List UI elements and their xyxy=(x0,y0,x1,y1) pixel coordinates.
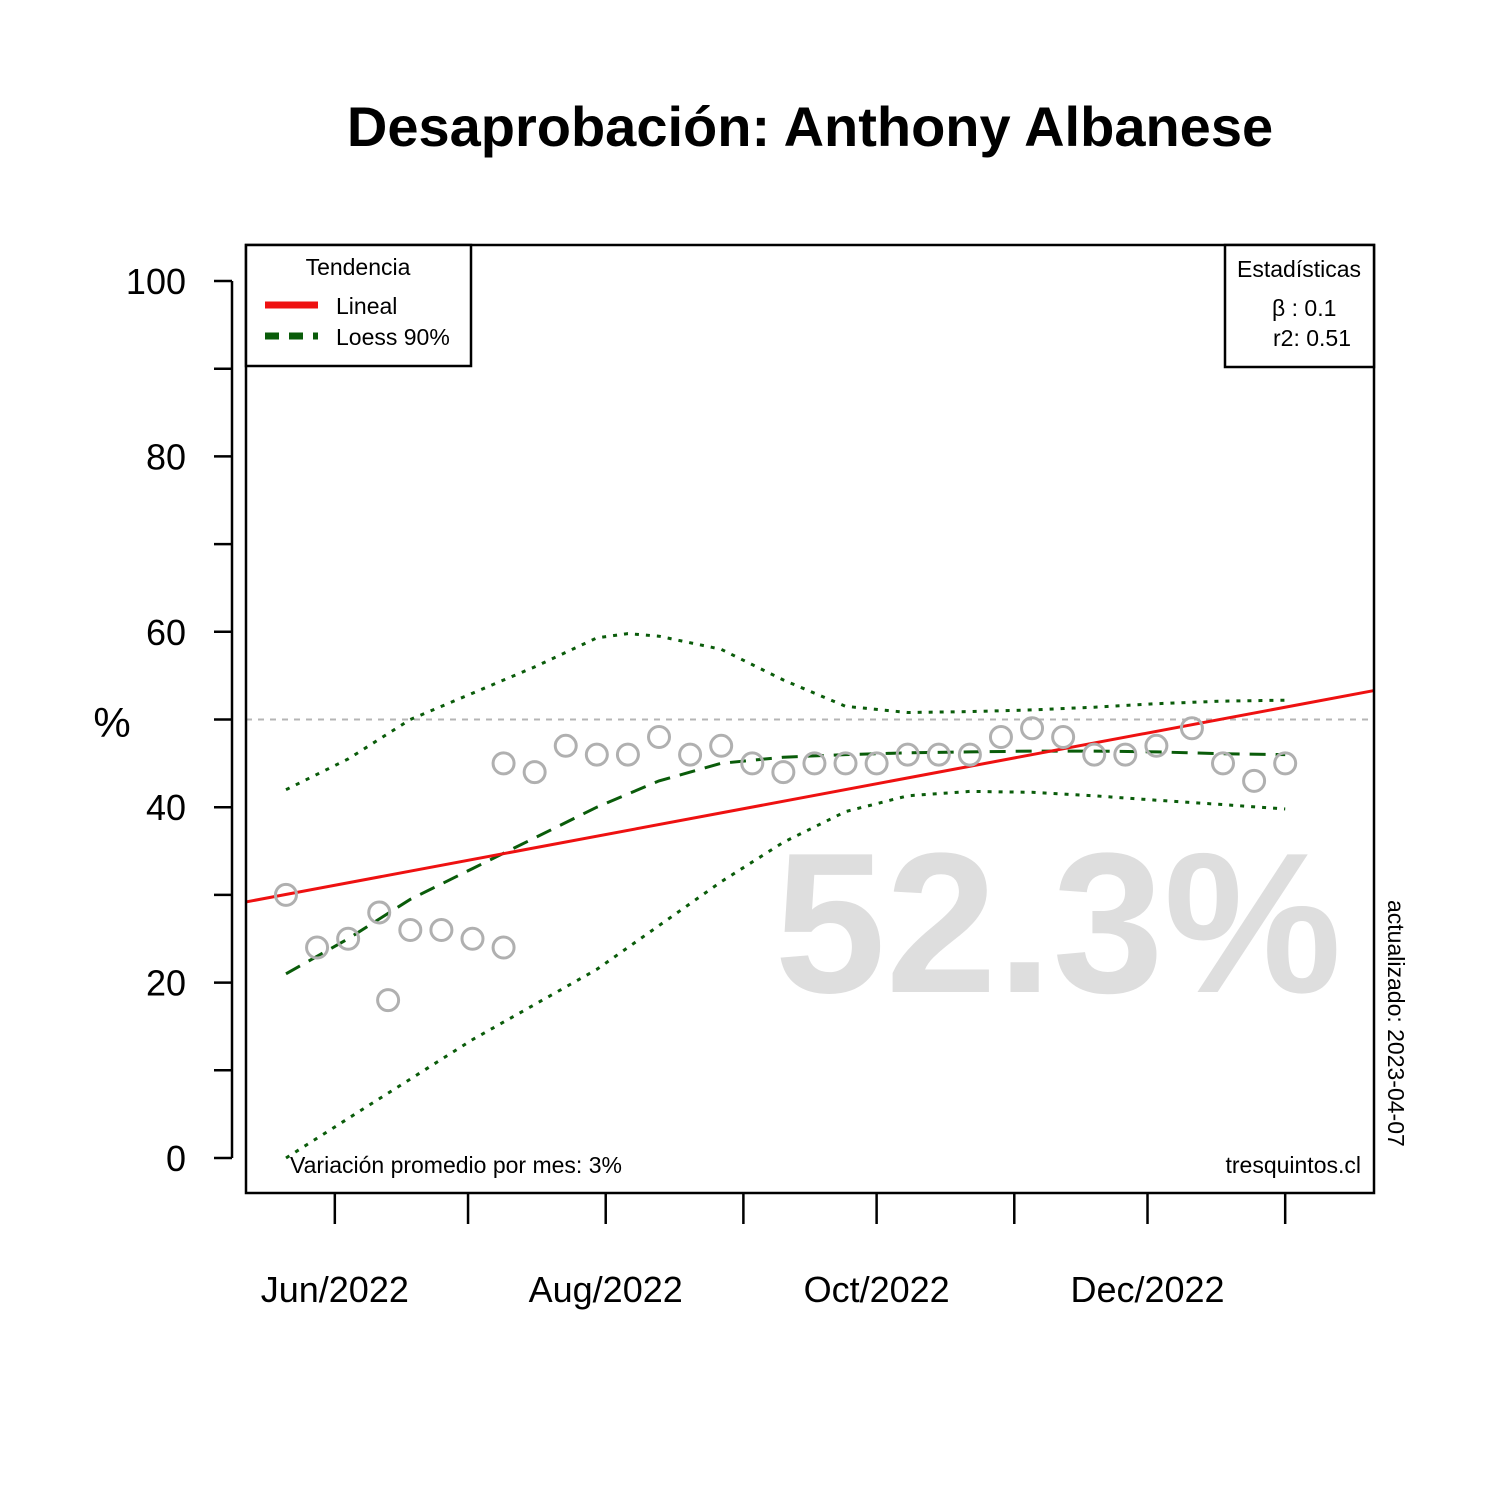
x-tick-label: Jun/2022 xyxy=(261,1269,409,1310)
data-point xyxy=(305,935,330,960)
legend-entry-loess: Loess 90% xyxy=(336,324,450,350)
y-tick-label: 20 xyxy=(146,963,186,1004)
stats-title: Estadísticas xyxy=(1237,256,1361,282)
data-point xyxy=(553,733,578,758)
linear-trend-line xyxy=(245,689,1375,904)
x-axis: Jun/2022 Aug/2022 Oct/2022 Dec/2022 xyxy=(261,1193,1287,1310)
data-point xyxy=(1082,742,1107,767)
data-point xyxy=(926,742,951,767)
stats-beta: β : 0.1 xyxy=(1272,295,1336,321)
data-point xyxy=(1273,751,1298,776)
data-point xyxy=(584,742,609,767)
data-point xyxy=(895,742,920,767)
data-point xyxy=(398,917,423,942)
y-tick-label: 0 xyxy=(166,1138,186,1179)
data-point xyxy=(615,742,640,767)
data-point xyxy=(957,742,982,767)
y-tick-label: 40 xyxy=(146,787,186,828)
data-point xyxy=(988,725,1013,750)
y-axis: 0 20 40 60 80 100 xyxy=(126,261,234,1179)
legend: Tendencia Lineal Loess 90% xyxy=(244,243,473,368)
data-point xyxy=(1211,751,1236,776)
y-tick-label: 100 xyxy=(126,261,186,302)
data-point xyxy=(678,742,703,767)
y-tick-label: 80 xyxy=(146,436,186,477)
loess-bands xyxy=(285,632,1286,1160)
data-point xyxy=(376,988,401,1013)
data-point xyxy=(1113,742,1138,767)
data-point xyxy=(522,760,547,785)
plot-frame xyxy=(244,243,1376,1195)
x-tick-label: Aug/2022 xyxy=(529,1269,683,1310)
data-point xyxy=(1179,716,1204,741)
data-point xyxy=(833,751,858,776)
data-point xyxy=(1020,716,1045,741)
data-point xyxy=(491,935,516,960)
x-tick-label: Dec/2022 xyxy=(1070,1269,1224,1310)
data-point xyxy=(740,751,765,776)
data-point xyxy=(709,733,734,758)
data-point xyxy=(273,882,298,907)
y-axis-label: % xyxy=(93,699,130,746)
updated-note: actualizado: 2023-04-07 xyxy=(1383,900,1409,1147)
data-point xyxy=(336,926,361,951)
trend-lines xyxy=(245,689,1375,976)
data-points xyxy=(273,716,1298,1013)
chart-title: Desaprobación: Anthony Albanese xyxy=(347,95,1273,158)
big-value: 52.3% xyxy=(774,812,1341,1035)
y-tick-label: 60 xyxy=(146,612,186,653)
data-point xyxy=(367,900,392,925)
x-tick-label: Oct/2022 xyxy=(804,1269,950,1310)
source-note: tresquintos.cl xyxy=(1225,1152,1361,1178)
stats-box: Estadísticas β : 0.1 r2: 0.51 xyxy=(1223,243,1376,369)
data-point xyxy=(1242,768,1267,793)
loess-upper-band xyxy=(285,632,1286,792)
stats-r2: r2: 0.51 xyxy=(1273,325,1351,351)
data-point xyxy=(1051,725,1076,750)
data-point xyxy=(771,760,796,785)
data-point xyxy=(1144,733,1169,758)
legend-title: Tendencia xyxy=(306,254,411,280)
data-point xyxy=(647,725,672,750)
data-point xyxy=(429,917,454,942)
legend-entry-lineal: Lineal xyxy=(336,293,397,319)
loess-fit-line xyxy=(285,749,1286,976)
data-point xyxy=(491,751,516,776)
data-point xyxy=(864,751,889,776)
data-point xyxy=(460,926,485,951)
data-point xyxy=(802,751,827,776)
variation-note: Variación promedio por mes: 3% xyxy=(290,1152,622,1178)
stats-frame xyxy=(1223,243,1376,369)
